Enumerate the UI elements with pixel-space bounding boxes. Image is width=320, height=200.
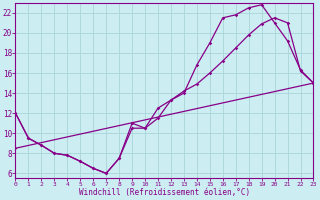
X-axis label: Windchill (Refroidissement éolien,°C): Windchill (Refroidissement éolien,°C) [79, 188, 250, 197]
